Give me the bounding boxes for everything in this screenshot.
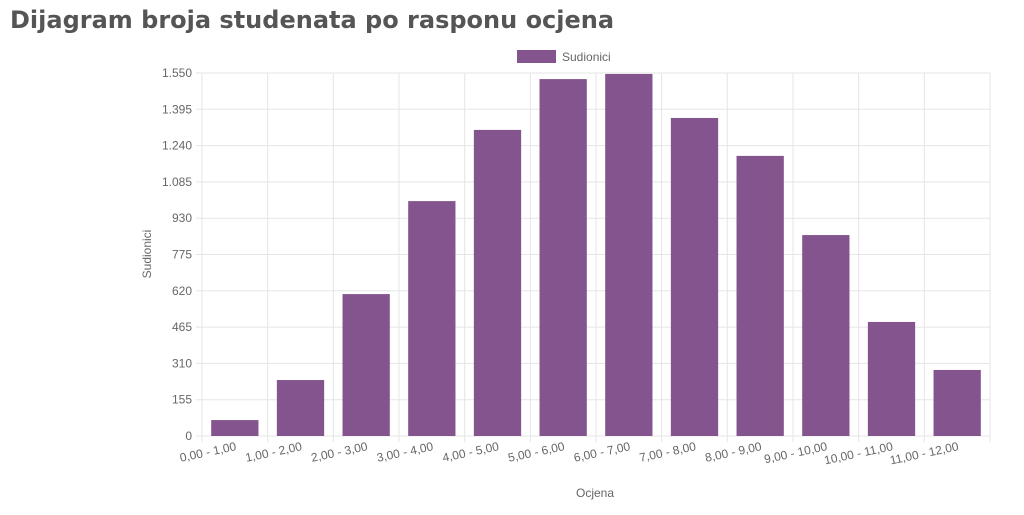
bar	[473, 129, 522, 436]
y-tick-label: 620	[172, 284, 192, 298]
legend-swatch	[517, 50, 556, 63]
x-axis-title: Ocjena	[576, 486, 614, 500]
x-tick-label: 11,00 - 12,00	[889, 439, 961, 467]
x-tick-label: 7,00 - 8,00	[638, 439, 697, 465]
x-tick-label: 8,00 - 9,00	[704, 439, 763, 465]
x-tick-label: 3,00 - 4,00	[375, 439, 434, 465]
bar	[736, 155, 784, 436]
bar	[867, 321, 916, 436]
bar	[802, 235, 850, 436]
x-tick-label: 2,00 - 3,00	[310, 439, 369, 465]
y-tick-label: 930	[172, 211, 192, 225]
y-tick-label: 155	[172, 393, 192, 407]
x-tick-label: 6,00 - 7,00	[572, 439, 631, 465]
y-axis-title: Sudionici	[140, 230, 154, 279]
x-tick-label: 10,00 - 11,00	[823, 439, 895, 467]
legend-label: Sudionici	[562, 50, 611, 64]
bar	[670, 117, 719, 437]
bar	[933, 369, 981, 436]
bar	[605, 73, 653, 437]
bar	[408, 201, 456, 436]
bar	[342, 294, 390, 436]
x-tick-label: 5,00 - 6,00	[507, 439, 566, 465]
y-tick-label: 0	[185, 429, 192, 443]
y-tick-label: 465	[172, 320, 192, 334]
x-tick-label: 4,00 - 5,00	[441, 439, 500, 465]
x-tick-label: 0,00 - 1,00	[178, 439, 237, 465]
bar	[211, 420, 259, 436]
y-tick-label: 1.395	[162, 102, 192, 116]
y-tick-label: 1.550	[162, 66, 192, 80]
y-tick-label: 1.085	[162, 175, 192, 189]
x-tick-label: 1,00 - 2,00	[244, 439, 303, 465]
bar	[539, 79, 587, 436]
y-tick-label: 310	[172, 356, 192, 370]
chart-title: Dijagram broja studenata po rasponu ocje…	[10, 6, 614, 34]
bar	[276, 380, 325, 436]
x-tick-label: 9,00 - 10,00	[763, 439, 829, 466]
y-tick-label: 1.240	[162, 139, 192, 153]
y-tick-label: 775	[172, 248, 192, 262]
